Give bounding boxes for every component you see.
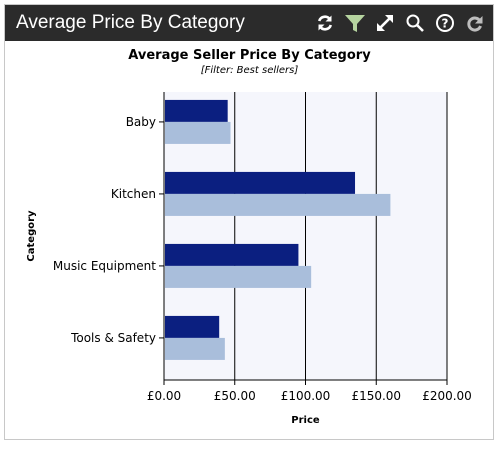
y-axis-label: Category (26, 210, 37, 262)
y-tick-label: Music Equipment (53, 259, 156, 273)
bar (165, 243, 299, 266)
search-icon[interactable] (403, 11, 427, 35)
x-tick-label: £100.00 (281, 389, 331, 403)
refresh-icon[interactable] (313, 11, 337, 35)
bar (165, 99, 228, 122)
bar (165, 265, 312, 288)
bar (165, 171, 356, 194)
x-axis-label: Price (291, 415, 320, 426)
redo-icon[interactable] (463, 11, 487, 35)
widget-titlebar: Average Price By Category (5, 5, 493, 41)
y-tick-label: Baby (126, 115, 156, 129)
x-tick-label: £0.00 (147, 389, 181, 403)
help-icon[interactable]: ? (433, 11, 457, 35)
x-tick-label: £50.00 (214, 389, 256, 403)
svg-text:?: ? (442, 17, 449, 31)
filter-icon[interactable] (343, 11, 367, 35)
expand-icon[interactable] (373, 11, 397, 35)
widget-title: Average Price By Category (16, 12, 245, 33)
bar (165, 121, 231, 144)
bar (165, 315, 220, 338)
chart-title: Average Seller Price By Category (128, 48, 371, 63)
y-tick-label: Kitchen (111, 187, 156, 201)
bar (165, 337, 225, 360)
chart-subtitle: [Filter: Best sellers] (200, 65, 299, 76)
x-tick-label: £200.00 (422, 389, 472, 403)
y-tick-label: Tools & Safety (70, 331, 156, 345)
widget-toolbar: ? (313, 11, 487, 35)
x-tick-label: £150.00 (351, 389, 401, 403)
bar (165, 193, 391, 216)
